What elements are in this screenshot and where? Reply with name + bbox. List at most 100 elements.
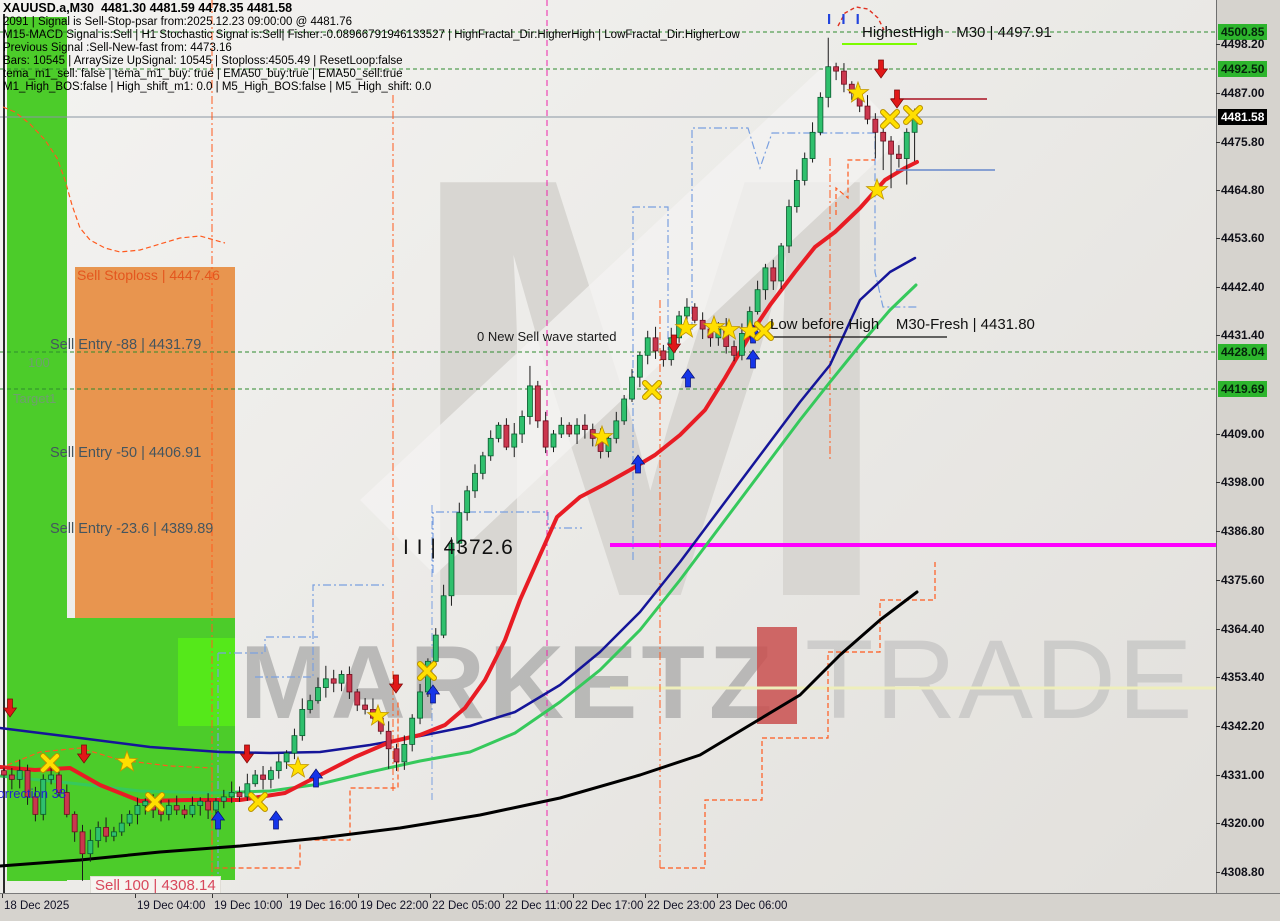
star-marker-icon xyxy=(366,703,390,726)
candle-bull xyxy=(322,678,329,688)
candle-bear xyxy=(872,118,879,133)
time-tick-label: 19 Dec 22:00 xyxy=(360,900,429,912)
time-tickmark xyxy=(287,894,288,898)
psar-bottom-right xyxy=(660,560,936,869)
candle-bull xyxy=(228,792,235,798)
candle-bear xyxy=(103,827,109,837)
blue-step-e xyxy=(691,127,918,330)
candle-bull xyxy=(126,813,133,824)
price-tickmark xyxy=(1216,629,1220,630)
candle-bear xyxy=(896,153,902,159)
price-tick-label: 4386.80 xyxy=(1216,523,1264,539)
candle-bull xyxy=(903,131,910,159)
candle-bull xyxy=(739,333,745,356)
star-marker-icon xyxy=(702,314,726,337)
time-tick-label: 19 Dec 04:00 xyxy=(137,900,206,912)
time-tickmark xyxy=(503,894,504,898)
watermark-brand-right: TRADE xyxy=(805,617,1195,742)
candle-bull xyxy=(793,180,800,208)
psar-swoop xyxy=(2,106,226,253)
candle-bull xyxy=(817,96,824,133)
candle-bull xyxy=(283,752,290,763)
candle-bear xyxy=(346,674,353,693)
candle-bull xyxy=(299,709,306,737)
price-tick-label: 4409.00 xyxy=(1216,426,1264,442)
time-tick-label: 22 Dec 17:00 xyxy=(575,900,644,912)
candle-bull xyxy=(213,800,219,811)
candle-bull xyxy=(511,433,518,448)
star-marker-icon xyxy=(846,80,870,103)
candle-bull xyxy=(621,398,628,422)
candle-bear xyxy=(864,105,871,120)
candle-bull xyxy=(754,289,761,312)
candle-bull xyxy=(142,800,149,807)
candle-bull xyxy=(440,595,447,636)
candle-bear xyxy=(534,385,541,422)
chart-canvas[interactable]: M MARKETZ TRADE XAUUSD.a,M30 4481.30 4481.… xyxy=(0,0,1216,893)
star-marker-icon xyxy=(717,317,741,340)
candle-bear xyxy=(236,792,243,798)
price-tick-label: 4419.69 xyxy=(1218,381,1268,397)
time-tickmark xyxy=(135,894,136,898)
candle-bull xyxy=(307,700,314,710)
blue-step-a xyxy=(218,636,318,654)
cross-marker-icon xyxy=(881,110,899,128)
price-tickmark xyxy=(1216,238,1220,239)
price-tick-label: 4308.80 xyxy=(1216,864,1264,880)
time-tick-label: 23 Dec 06:00 xyxy=(719,900,788,912)
psar-top-step xyxy=(835,159,875,215)
candle-bear xyxy=(205,800,212,811)
candle-bull xyxy=(684,306,690,317)
candle-bull xyxy=(495,424,502,439)
price-tickmark xyxy=(1216,531,1220,532)
price-tick-label: 4442.40 xyxy=(1216,279,1264,295)
time-axis[interactable]: 18 Dec 2025 19 Dec 04:00 19 Dec 10:00 19 De… xyxy=(0,893,1280,921)
price-tick-label: 4375.60 xyxy=(1216,572,1264,588)
candle-bear xyxy=(582,424,588,431)
candle-bull xyxy=(825,66,832,98)
cross-marker-icon xyxy=(755,322,773,340)
buy-arrow-icon xyxy=(268,810,284,830)
blue-step-c xyxy=(432,511,582,573)
buy-arrow-icon xyxy=(630,454,646,474)
candle-bull xyxy=(417,691,423,719)
candle-bull xyxy=(527,385,533,417)
candle-bear xyxy=(833,66,839,72)
sell-arrow-icon xyxy=(873,59,889,79)
sell-arrow-icon xyxy=(76,744,92,764)
price-tickmark xyxy=(1216,142,1220,143)
time-tick-label: 22 Dec 23:00 xyxy=(647,900,716,912)
candle-bear xyxy=(24,770,31,798)
candle-bear xyxy=(652,337,659,352)
candle-bear xyxy=(8,774,15,780)
candle-bear xyxy=(880,131,887,142)
candle-bear xyxy=(71,813,78,833)
candle-bull xyxy=(165,805,172,815)
candle-bear xyxy=(660,350,667,361)
price-tick-label: 4398.00 xyxy=(1216,474,1264,490)
price-tickmark xyxy=(1216,93,1220,94)
price-tick-label: 4431.40 xyxy=(1216,327,1264,343)
price-tick-label: 4364.40 xyxy=(1216,621,1264,637)
price-tickmark xyxy=(1216,872,1220,873)
candle-bear xyxy=(1,770,7,776)
candle-bull xyxy=(315,687,321,702)
candle-bull xyxy=(613,420,620,439)
candle-bull xyxy=(479,455,486,474)
candle-bear xyxy=(181,809,188,815)
candle-bull xyxy=(401,743,408,763)
price-tick-label: 4492.50 xyxy=(1218,61,1268,77)
blue-step-b xyxy=(255,584,385,678)
price-tickmark xyxy=(1216,580,1220,581)
zone-green-left xyxy=(7,17,67,881)
candle-bull xyxy=(267,770,274,780)
psar-top-arc xyxy=(837,6,885,31)
candle-bull xyxy=(87,840,94,855)
price-axis[interactable]: 4500.85 4498.20 4492.50 4487.00 4481.58 4475.… xyxy=(1216,0,1280,893)
ema-slow-black-line xyxy=(0,590,919,868)
candle-bull xyxy=(111,831,117,837)
candle-bear xyxy=(542,420,549,448)
candle-bull xyxy=(220,796,227,802)
